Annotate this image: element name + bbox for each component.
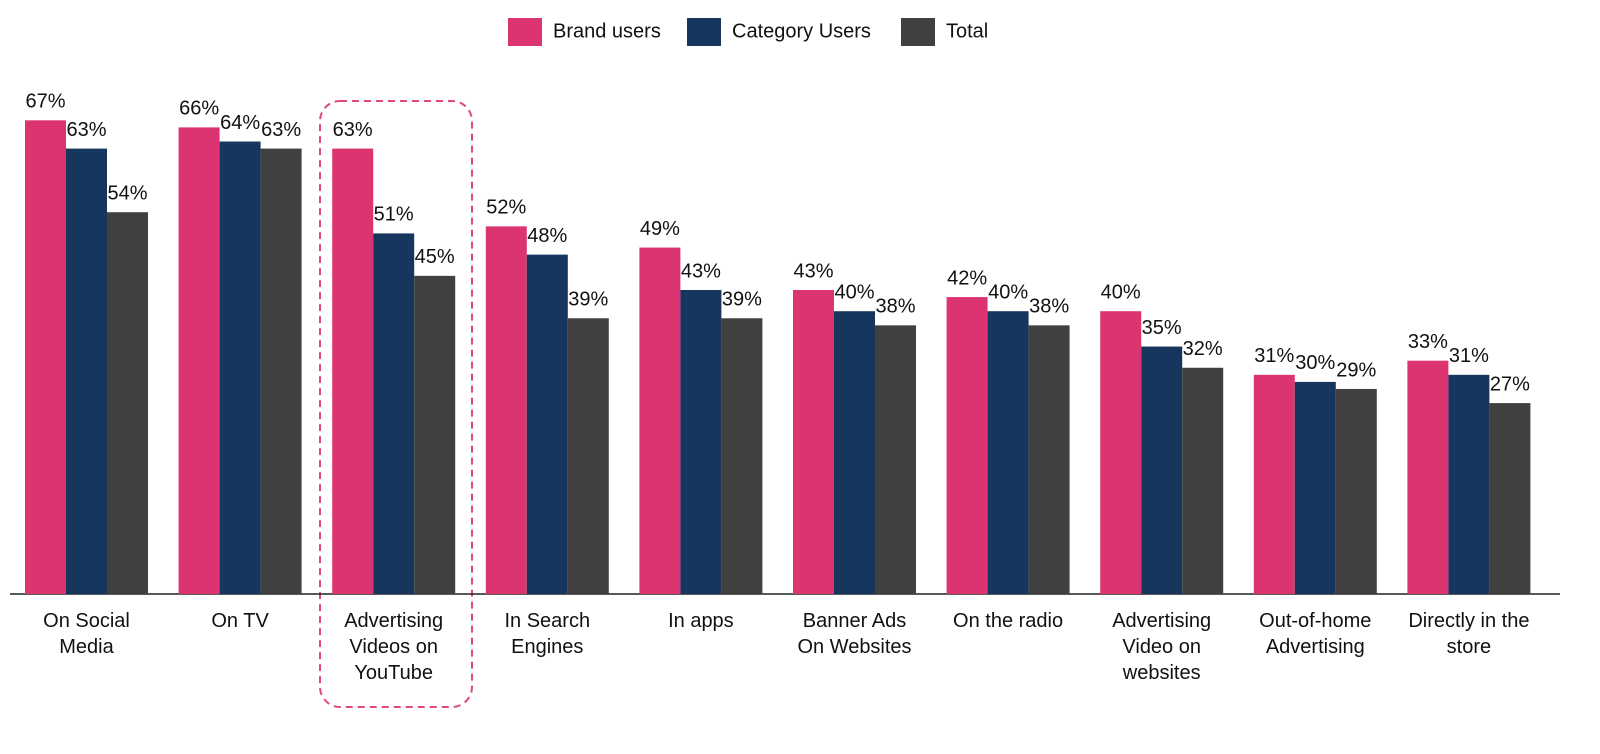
value-label: 40% [834, 281, 874, 303]
value-label: 43% [793, 260, 833, 282]
value-label: 51% [374, 204, 414, 226]
x-tick-label: On Social Media [43, 610, 130, 658]
value-label: 42% [947, 267, 987, 289]
value-label: 35% [1142, 317, 1182, 339]
bar [639, 247, 681, 594]
value-label: 38% [1029, 296, 1069, 318]
value-label: 40% [1101, 281, 1141, 303]
bar [1294, 381, 1336, 594]
value-label: 63% [333, 119, 373, 141]
value-label: 31% [1254, 345, 1294, 367]
bar [1141, 346, 1183, 594]
value-label: 52% [486, 197, 526, 219]
x-tick-label: In Search Engines [504, 610, 591, 658]
value-label: 27% [1490, 373, 1530, 395]
x-tick-label: On TV [211, 610, 269, 632]
highlight-box [319, 100, 473, 708]
value-label: 38% [875, 296, 915, 318]
value-label: 64% [220, 112, 260, 134]
bar [332, 148, 374, 594]
bar [987, 311, 1029, 594]
bar [485, 226, 527, 595]
bar [1489, 403, 1531, 594]
value-label: 49% [640, 218, 680, 240]
legend-label: Brand users [553, 20, 661, 42]
bar [721, 318, 763, 594]
value-label: 43% [681, 260, 721, 282]
x-tick-label: On the radio [953, 610, 1064, 632]
bar [1253, 374, 1295, 594]
bar [875, 325, 916, 594]
bar [219, 141, 261, 594]
bar [1448, 374, 1490, 594]
bar [66, 148, 107, 594]
legend-swatch [901, 18, 935, 46]
value-label: 63% [261, 119, 301, 141]
value-label: 39% [722, 289, 762, 311]
bar [567, 318, 609, 594]
bar [178, 127, 220, 594]
value-label: 30% [1295, 352, 1335, 374]
bar [107, 212, 148, 594]
x-tick-label: Out-of-home Advertising [1259, 610, 1372, 658]
value-label: 33% [1408, 331, 1448, 353]
bar [1028, 325, 1070, 594]
value-label: 67% [25, 91, 65, 113]
x-tick-label: Directly in the store [1408, 610, 1530, 658]
bar [526, 254, 568, 594]
x-tick-label: In apps [668, 610, 734, 632]
x-tick-label: Advertising Video on websites [1112, 610, 1212, 684]
legend-label: Total [946, 20, 988, 42]
bar [680, 289, 722, 594]
legend-swatch [508, 18, 542, 46]
value-label: 45% [415, 246, 455, 268]
legend-swatch [687, 18, 721, 46]
bar [1182, 367, 1224, 594]
x-tick-label: Advertising Videos on YouTube [344, 610, 444, 684]
bar [793, 289, 834, 594]
bar [946, 297, 988, 594]
bar [1335, 388, 1377, 594]
value-label: 63% [66, 119, 106, 141]
x-tick-label: Banner Ads On Websites [797, 610, 912, 658]
value-label: 31% [1449, 345, 1489, 367]
bar [1407, 360, 1449, 594]
bar [414, 275, 456, 594]
legend-label: Category Users [732, 20, 871, 42]
value-label: 39% [568, 289, 608, 311]
bar [1100, 311, 1142, 594]
bar [25, 120, 66, 594]
bar [260, 148, 302, 594]
value-label: 66% [179, 98, 219, 120]
value-label: 40% [988, 281, 1028, 303]
bar [834, 311, 875, 594]
value-label: 29% [1336, 359, 1376, 381]
value-label: 32% [1183, 338, 1223, 360]
value-label: 54% [107, 183, 147, 205]
value-label: 48% [527, 225, 567, 247]
bar [373, 233, 415, 594]
